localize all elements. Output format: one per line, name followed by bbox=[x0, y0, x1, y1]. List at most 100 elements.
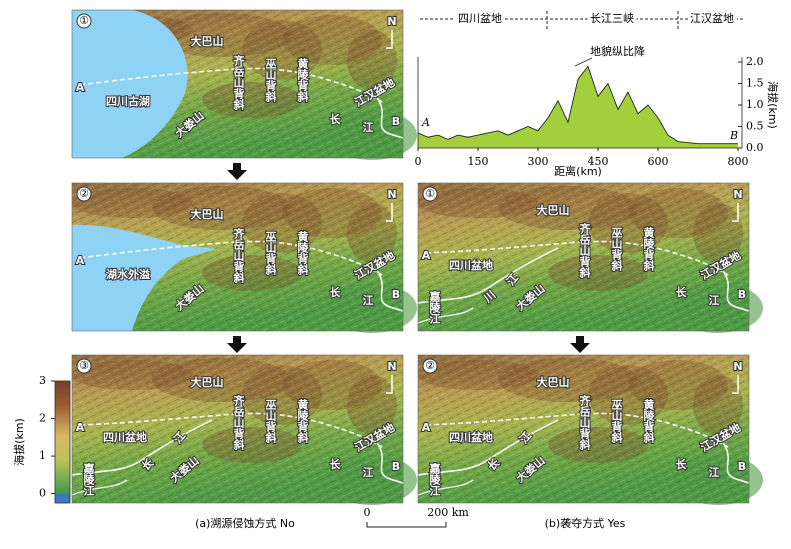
map-label: 齐岳山背斜 bbox=[232, 227, 246, 284]
map-label: B bbox=[738, 460, 746, 473]
colorbar-label: 海拔(km) bbox=[12, 418, 26, 466]
river bbox=[417, 419, 559, 476]
panel-badge bbox=[76, 13, 92, 29]
map-label: 江 bbox=[363, 293, 374, 307]
map-label: A bbox=[422, 249, 431, 262]
map-label: 江 bbox=[709, 293, 720, 307]
down-arrow bbox=[227, 163, 247, 180]
north-arrow bbox=[386, 375, 393, 394]
map-label: 长 bbox=[330, 457, 342, 471]
map-label: A bbox=[76, 81, 85, 94]
y-axis-label: 海拔(km) bbox=[766, 81, 780, 129]
colorbar-tick-label: 0 bbox=[39, 487, 46, 500]
map-label: A bbox=[76, 421, 85, 434]
river bbox=[417, 307, 474, 324]
map-label: B bbox=[392, 460, 400, 473]
panel-badge bbox=[76, 358, 92, 374]
map-label: 齐岳山背斜 bbox=[232, 394, 246, 451]
map-label: A bbox=[76, 254, 85, 267]
north-label: N bbox=[387, 15, 396, 28]
down-arrow bbox=[570, 336, 590, 353]
north-label: N bbox=[733, 188, 742, 201]
map-label: 嘉陵江 bbox=[82, 462, 96, 497]
river bbox=[722, 442, 750, 484]
north-label: N bbox=[387, 188, 396, 201]
divide bbox=[79, 67, 383, 103]
panel-border bbox=[417, 182, 750, 332]
x-axis-label: 距离(km) bbox=[554, 164, 602, 178]
annotation: 地貌纵比降 bbox=[590, 44, 645, 58]
y-tick-label: 1.0 bbox=[746, 98, 764, 111]
river bbox=[71, 479, 128, 496]
river bbox=[71, 419, 213, 476]
start-label: A bbox=[421, 116, 430, 129]
panel-border bbox=[71, 354, 404, 504]
x-tick-label: 0 bbox=[415, 155, 422, 168]
map-label: 长 bbox=[676, 285, 688, 299]
x-tick-label: 800 bbox=[728, 155, 749, 168]
map-label: 四川古湖 bbox=[106, 94, 150, 108]
scale-length: 200 km bbox=[427, 506, 469, 519]
map-label: 四川盆地 bbox=[103, 430, 147, 444]
north-arrow bbox=[386, 30, 393, 49]
hillshade bbox=[72, 355, 403, 503]
x-tick-label: 600 bbox=[648, 155, 669, 168]
map-label: 巫山背斜 bbox=[264, 58, 278, 103]
map-label: 嘉陵江 bbox=[428, 462, 442, 497]
north-arrow bbox=[732, 203, 739, 222]
caption: (a)溯源侵蚀方式 No bbox=[195, 516, 295, 530]
scale-bar: 0 200 km bbox=[364, 506, 469, 528]
north-label: N bbox=[733, 360, 742, 373]
river bbox=[376, 270, 404, 312]
map-label: 黄陵背斜 bbox=[296, 398, 310, 444]
map-label: 长 bbox=[676, 457, 688, 471]
hillshade bbox=[418, 355, 749, 503]
map-label: 长 bbox=[330, 285, 342, 299]
divide bbox=[425, 240, 729, 276]
map-label: 嘉陵江 bbox=[428, 290, 442, 325]
map-label: B bbox=[738, 288, 746, 301]
x-tick-label: 300 bbox=[528, 155, 549, 168]
map-label: 巫山背斜 bbox=[264, 399, 278, 444]
map-label: 长 bbox=[330, 112, 342, 126]
map-label: 巫山背斜 bbox=[610, 227, 624, 272]
panel-border bbox=[417, 354, 750, 504]
map-label: 大巴山 bbox=[537, 203, 570, 217]
river bbox=[376, 97, 404, 139]
panel-number: ① bbox=[425, 187, 435, 200]
river bbox=[417, 247, 559, 304]
lake bbox=[72, 224, 217, 331]
north-arrow bbox=[386, 203, 393, 222]
river bbox=[722, 270, 750, 312]
down-arrow bbox=[227, 336, 247, 353]
caption: (b)袭夺方式 Yes bbox=[545, 516, 626, 530]
map-label: 黄陵背斜 bbox=[642, 226, 656, 272]
river bbox=[376, 442, 404, 484]
map-label: A bbox=[422, 421, 431, 434]
map-label: 黄陵背斜 bbox=[296, 57, 310, 103]
y-tick-label: 2.0 bbox=[746, 55, 764, 68]
map-label: 大巴山 bbox=[537, 375, 570, 389]
segment-label: 江汉盆地 bbox=[690, 11, 734, 25]
map-label: 江 bbox=[363, 120, 374, 134]
panel-border bbox=[71, 9, 404, 159]
axes bbox=[417, 57, 743, 149]
x-tick-label: 150 bbox=[468, 155, 489, 168]
y-tick-label: 0.5 bbox=[746, 120, 764, 133]
map-label: 江 bbox=[363, 465, 374, 479]
panel-badge bbox=[422, 186, 438, 202]
panel-badge bbox=[76, 186, 92, 202]
map-label: 齐岳山背斜 bbox=[578, 394, 592, 451]
panel-number: ② bbox=[79, 187, 89, 200]
panel-number: ③ bbox=[79, 359, 89, 372]
colorbar-tick-label: 3 bbox=[39, 374, 46, 387]
colorbar: 0 1 2 3 海拔(km) bbox=[12, 374, 71, 504]
y-tick-label: 1.5 bbox=[746, 77, 764, 90]
map-label: 黄陵背斜 bbox=[296, 230, 310, 276]
profile-area bbox=[418, 66, 738, 148]
